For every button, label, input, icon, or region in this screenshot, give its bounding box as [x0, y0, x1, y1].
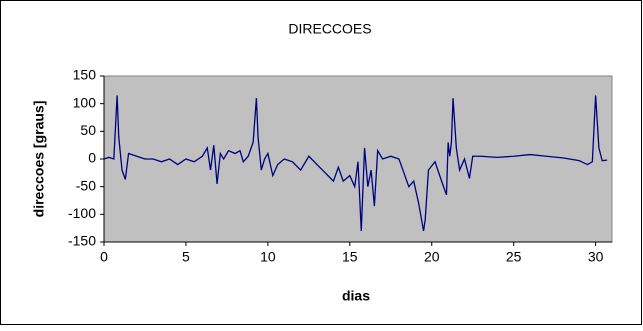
y-tick-label: 50 [80, 122, 96, 138]
x-axis-label: dias [342, 288, 370, 304]
x-tick-label: 20 [424, 249, 440, 265]
x-tick-label: 25 [506, 249, 522, 265]
y-tick-label: 150 [73, 67, 97, 83]
x-tick-label: 15 [342, 249, 358, 265]
x-tick-label: 10 [260, 249, 276, 265]
x-tick-label: 5 [182, 249, 190, 265]
x-tick-label: 0 [100, 249, 108, 265]
y-axis-label: direccoes [graus] [31, 101, 47, 218]
y-tick-label: -100 [68, 205, 96, 221]
y-tick-label: 0 [88, 150, 96, 166]
y-tick-label: 100 [73, 94, 97, 110]
data-line [103, 95, 608, 232]
chart-title: DIRECCOES [288, 21, 371, 37]
y-tick-label: -150 [68, 233, 96, 249]
plot-area [103, 75, 613, 243]
y-tick-label: -50 [76, 177, 96, 193]
x-tick-label: 30 [588, 249, 604, 265]
